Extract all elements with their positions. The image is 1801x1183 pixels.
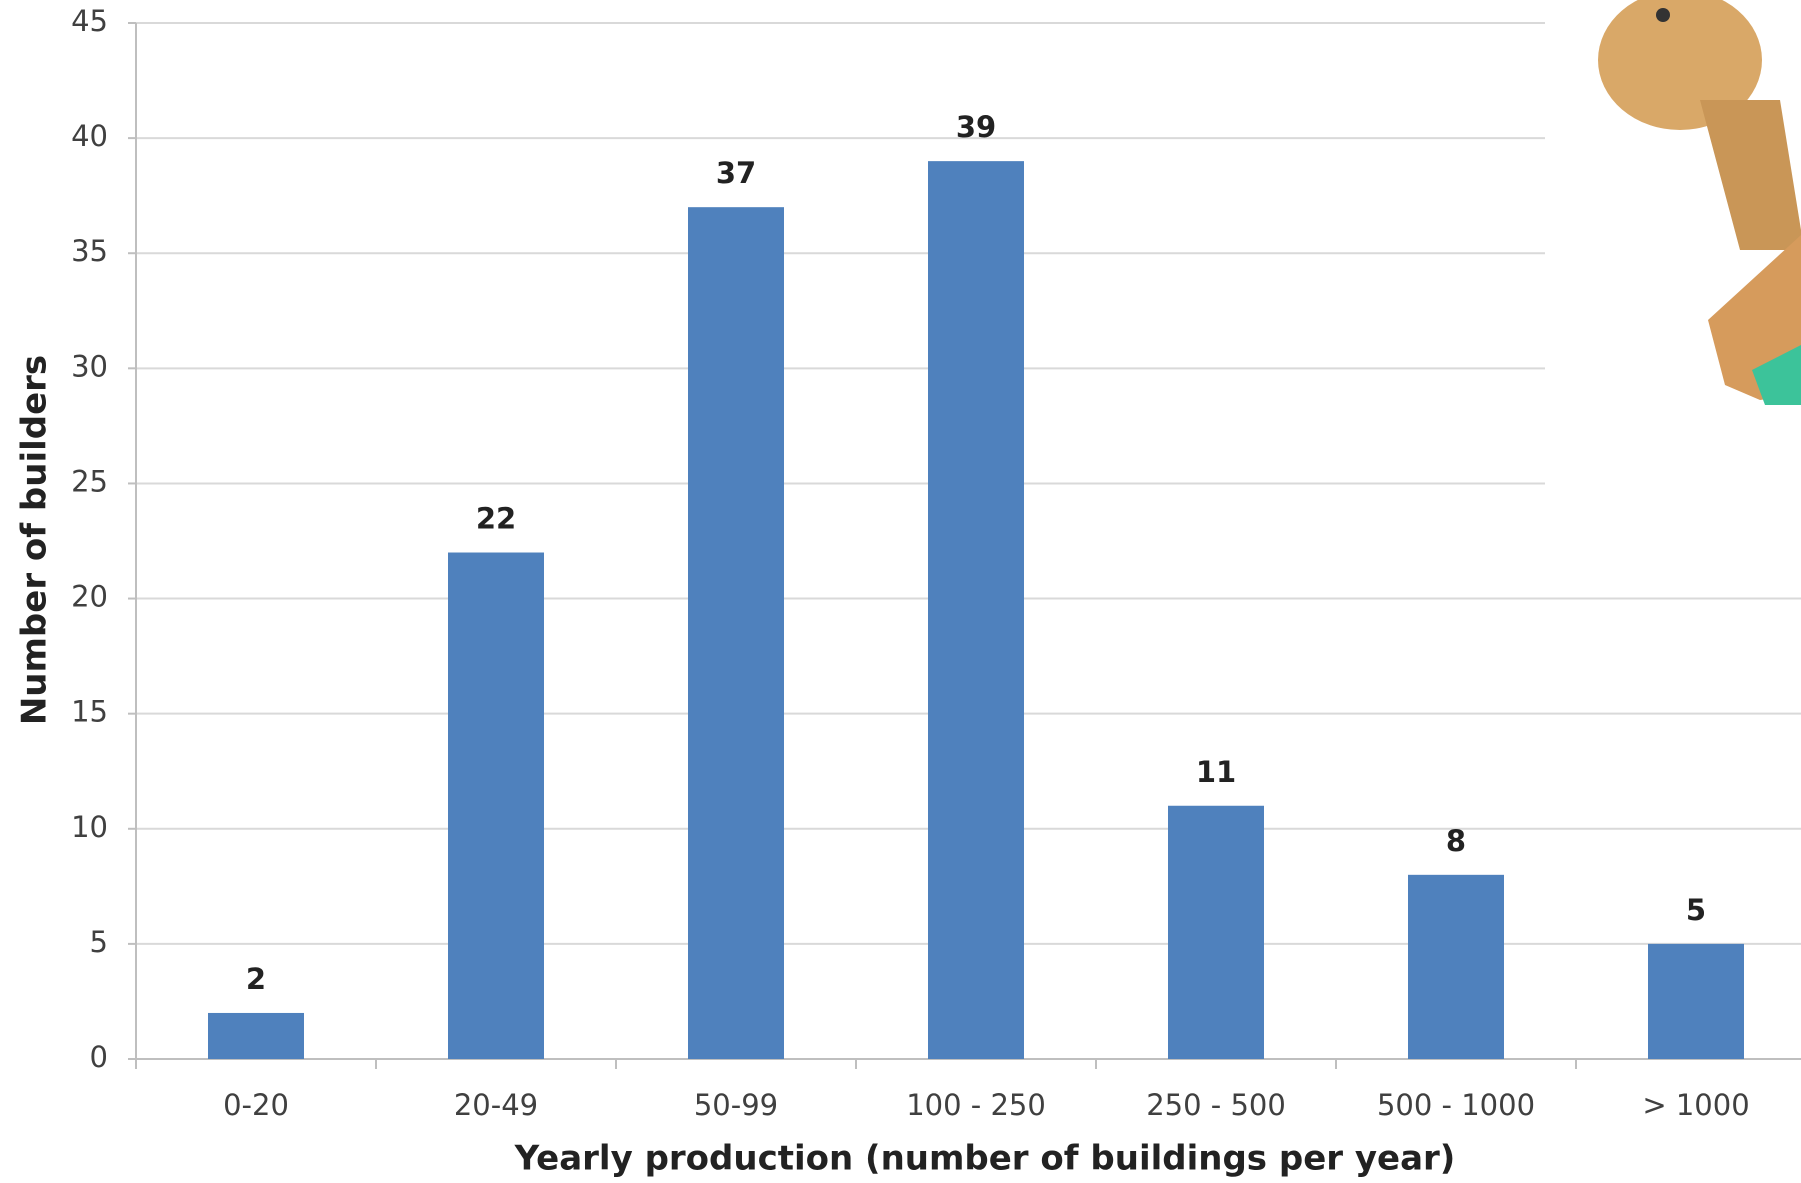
value-label: 39 bbox=[956, 110, 996, 144]
y-tick-label: 35 bbox=[71, 234, 108, 268]
stamp-knob bbox=[1598, 0, 1762, 130]
x-tick-label: 100 - 250 bbox=[906, 1088, 1046, 1122]
bar bbox=[1408, 874, 1504, 1059]
bar bbox=[928, 161, 1024, 1060]
stamp-rubber bbox=[1752, 345, 1801, 405]
x-tick-label: 50-99 bbox=[694, 1088, 778, 1122]
y-tick-label: 5 bbox=[90, 925, 108, 959]
value-label: 11 bbox=[1196, 755, 1236, 789]
y-tick-label: 30 bbox=[71, 349, 108, 383]
value-label: 22 bbox=[476, 502, 516, 536]
stamp-image bbox=[1545, 0, 1801, 517]
bar bbox=[1648, 943, 1744, 1059]
x-tick-label: 20-49 bbox=[454, 1088, 538, 1122]
x-tick-label: 250 - 500 bbox=[1146, 1088, 1286, 1122]
x-tick-label: 500 - 1000 bbox=[1377, 1088, 1535, 1122]
stamp-dot bbox=[1656, 8, 1670, 22]
y-tick-label: 45 bbox=[71, 4, 108, 38]
x-tick-label: 0-20 bbox=[223, 1088, 289, 1122]
y-tick-label: 40 bbox=[71, 119, 108, 153]
y-tick-label: 0 bbox=[90, 1040, 108, 1074]
bar bbox=[208, 1012, 304, 1059]
y-tick-label: 15 bbox=[71, 695, 108, 729]
bar bbox=[688, 207, 784, 1059]
x-axis-title: Yearly production (number of buildings p… bbox=[514, 1139, 1456, 1179]
value-label: 37 bbox=[716, 156, 756, 190]
value-label: 8 bbox=[1446, 824, 1466, 858]
y-axis-title: Number of builders bbox=[15, 355, 55, 725]
bar bbox=[448, 552, 544, 1059]
x-tick-label: > 1000 bbox=[1642, 1088, 1749, 1122]
stamp-handle bbox=[1700, 100, 1801, 250]
y-tick-label: 20 bbox=[71, 580, 108, 614]
value-label: 2 bbox=[246, 962, 266, 996]
value-label: 5 bbox=[1686, 893, 1706, 927]
y-tick-label: 25 bbox=[71, 464, 108, 498]
bar bbox=[1168, 805, 1264, 1059]
y-tick-label: 10 bbox=[71, 810, 108, 844]
